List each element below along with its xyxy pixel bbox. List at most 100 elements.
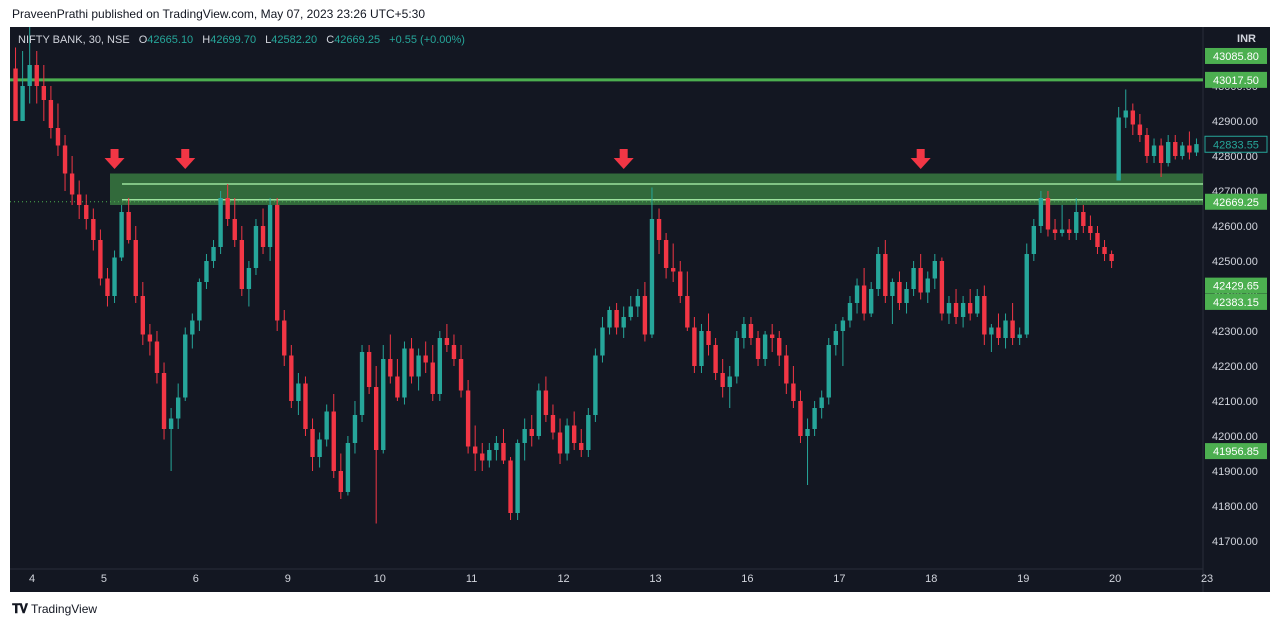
footer-brand[interactable]: TradingView bbox=[31, 602, 98, 616]
candle bbox=[692, 327, 697, 366]
candle bbox=[989, 327, 994, 335]
candle bbox=[69, 173, 75, 195]
candle bbox=[444, 338, 450, 345]
candle bbox=[366, 352, 372, 387]
candle bbox=[98, 240, 103, 279]
y-tick-label: 41700.00 bbox=[1212, 536, 1258, 548]
candle bbox=[635, 296, 641, 307]
candle bbox=[777, 338, 782, 356]
candle bbox=[458, 359, 464, 391]
candle bbox=[706, 331, 711, 345]
tradingview-logo-icon[interactable]: 𝐓𝐕 bbox=[12, 601, 28, 616]
candle bbox=[798, 401, 803, 436]
candle bbox=[840, 320, 846, 331]
candle bbox=[430, 362, 435, 394]
candle bbox=[868, 289, 874, 314]
candle bbox=[1144, 135, 1150, 156]
candle bbox=[310, 429, 315, 457]
candle bbox=[678, 271, 683, 296]
candle bbox=[946, 303, 952, 314]
symbol-label[interactable]: NIFTY BANK, 30, NSE bbox=[18, 34, 130, 46]
candle bbox=[960, 303, 966, 317]
candle bbox=[826, 345, 831, 398]
candle bbox=[769, 334, 775, 338]
open-key: O bbox=[138, 34, 148, 46]
candle bbox=[260, 226, 266, 247]
y-tick-label: 42600.00 bbox=[1212, 221, 1258, 233]
candle bbox=[218, 198, 223, 247]
close-key: C bbox=[326, 34, 335, 46]
candle bbox=[416, 355, 421, 377]
y-tick-label: 41900.00 bbox=[1212, 466, 1258, 478]
candle bbox=[621, 317, 626, 328]
candle bbox=[1095, 233, 1100, 247]
candle bbox=[204, 261, 209, 282]
x-tick-label: 18 bbox=[925, 573, 937, 585]
candle bbox=[734, 338, 740, 377]
candle bbox=[126, 212, 131, 240]
candle bbox=[748, 324, 754, 338]
candle bbox=[168, 418, 174, 429]
candle bbox=[317, 439, 322, 457]
change-value: +0.55 (+0.00%) bbox=[389, 34, 465, 46]
y-tick-label: 42800.00 bbox=[1212, 151, 1258, 163]
candle bbox=[239, 240, 245, 289]
candle bbox=[1123, 110, 1128, 118]
down-arrow-icon bbox=[910, 149, 931, 169]
candle bbox=[755, 338, 761, 359]
candle bbox=[395, 376, 400, 398]
candle bbox=[656, 219, 662, 240]
candle bbox=[147, 334, 153, 342]
candle bbox=[762, 334, 768, 359]
high-key: H bbox=[202, 34, 211, 46]
candle bbox=[48, 100, 54, 128]
x-tick-label: 17 bbox=[833, 573, 845, 585]
candle bbox=[536, 390, 542, 436]
candle bbox=[246, 268, 252, 289]
candle bbox=[975, 296, 980, 314]
candle bbox=[381, 359, 386, 450]
y-tick-label: 41800.00 bbox=[1212, 501, 1258, 513]
candle bbox=[501, 443, 506, 461]
down-arrow-icon bbox=[175, 149, 196, 169]
candle bbox=[918, 268, 923, 293]
candle bbox=[1074, 212, 1079, 233]
candle bbox=[84, 205, 89, 219]
ohlc-legend: NIFTY BANK, 30, NSE O42665.10 H42699.70 … bbox=[18, 34, 465, 46]
candle bbox=[437, 338, 443, 394]
low-value: 42582.20 bbox=[271, 34, 318, 46]
candle bbox=[564, 425, 570, 454]
candle bbox=[1151, 145, 1157, 156]
candle bbox=[819, 397, 824, 408]
candle bbox=[267, 205, 273, 247]
candlestick-chart[interactable]: 41700.00 41800.00 41900.00 42000.00 42100.00… bbox=[10, 27, 1270, 592]
candle bbox=[119, 212, 124, 258]
x-tick-label: 16 bbox=[741, 573, 753, 585]
candle bbox=[1081, 212, 1086, 226]
chart-frame[interactable]: 41700.00 41800.00 41900.00 42000.00 42100.00… bbox=[10, 27, 1270, 592]
candle bbox=[331, 411, 336, 471]
candle bbox=[685, 296, 690, 328]
candle bbox=[1173, 142, 1178, 156]
candle bbox=[1045, 198, 1051, 230]
svg-text:42833.55: 42833.55 bbox=[1213, 139, 1259, 151]
x-tick-label: 19 bbox=[1017, 573, 1029, 585]
candle bbox=[451, 345, 457, 359]
price-label: 42429.65 bbox=[1205, 277, 1267, 294]
y-tick-label: 42000.00 bbox=[1212, 431, 1258, 443]
candle bbox=[211, 247, 216, 261]
candle bbox=[480, 453, 485, 461]
candle bbox=[1024, 254, 1029, 335]
candle bbox=[1059, 229, 1065, 233]
candle bbox=[720, 373, 725, 387]
candle bbox=[41, 86, 47, 100]
y-tick-label: 42300.00 bbox=[1212, 326, 1258, 338]
y-tick-label: 42900.00 bbox=[1212, 116, 1258, 128]
candle bbox=[600, 327, 605, 356]
candle bbox=[727, 376, 732, 387]
candle bbox=[27, 65, 32, 86]
price-label: 43017.50 bbox=[1205, 71, 1267, 88]
candle bbox=[324, 411, 329, 440]
candle bbox=[1031, 226, 1037, 254]
low-key: L bbox=[265, 34, 272, 46]
